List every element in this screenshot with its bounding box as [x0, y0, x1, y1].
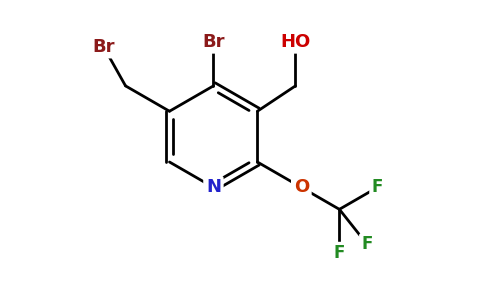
Text: Br: Br	[202, 33, 225, 51]
Text: HO: HO	[280, 33, 311, 51]
Text: N: N	[206, 178, 221, 196]
Text: F: F	[333, 244, 345, 262]
Text: Br: Br	[92, 38, 115, 56]
Text: F: F	[362, 236, 373, 253]
Text: O: O	[294, 178, 309, 196]
Text: F: F	[372, 178, 383, 196]
